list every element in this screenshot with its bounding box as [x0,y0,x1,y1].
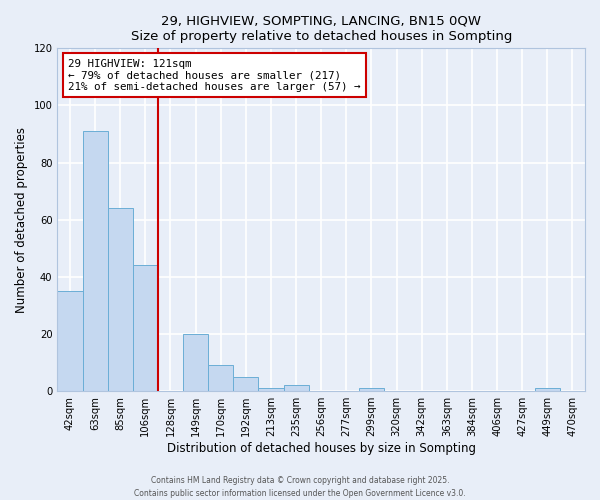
Bar [233,377,259,391]
Bar [535,388,560,391]
Title: 29, HIGHVIEW, SOMPTING, LANCING, BN15 0QW
Size of property relative to detached : 29, HIGHVIEW, SOMPTING, LANCING, BN15 0Q… [131,15,512,43]
Bar [133,266,158,391]
Bar [58,291,83,391]
Text: 29 HIGHVIEW: 121sqm
← 79% of detached houses are smaller (217)
21% of semi-detac: 29 HIGHVIEW: 121sqm ← 79% of detached ho… [68,58,361,92]
Bar [208,366,233,391]
Text: Contains HM Land Registry data © Crown copyright and database right 2025.
Contai: Contains HM Land Registry data © Crown c… [134,476,466,498]
Bar [259,388,284,391]
Bar [107,208,133,391]
X-axis label: Distribution of detached houses by size in Sompting: Distribution of detached houses by size … [167,442,476,455]
Y-axis label: Number of detached properties: Number of detached properties [15,127,28,313]
Bar [83,131,107,391]
Bar [183,334,208,391]
Bar [359,388,384,391]
Bar [284,386,308,391]
